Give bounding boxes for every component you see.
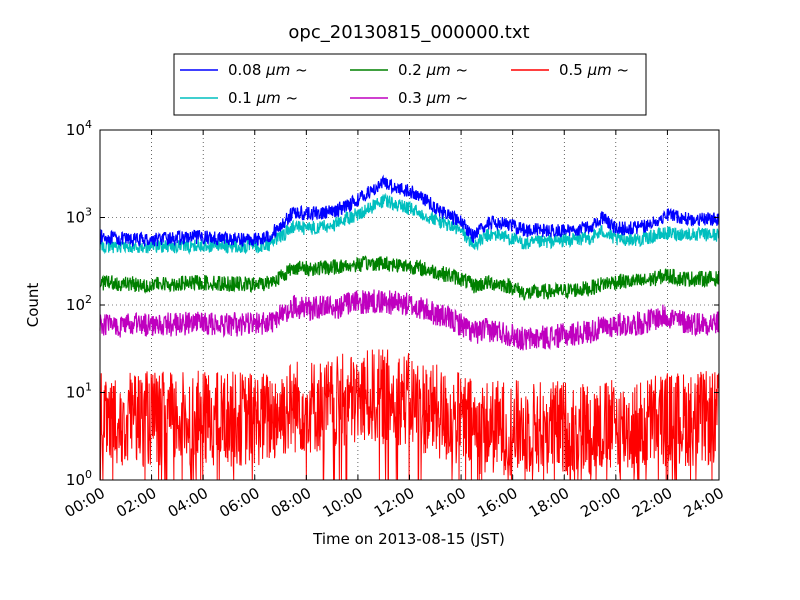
legend-label-0: 0.08 μm ~ <box>228 61 308 79</box>
x-tick-label-4: 08:00 <box>268 484 314 521</box>
chart-title: opc_20130815_000000.txt <box>288 22 529 43</box>
x-tick-label-10: 20:00 <box>577 484 623 521</box>
legend: 0.08 μm ~ 0.1 μm ~ 0.2 μm ~ 0.3 μm ~ 0.5 μm … <box>173 53 647 116</box>
y-tick-label-0: 100 <box>66 468 92 489</box>
legend-label-1: 0.1 μm ~ <box>228 89 298 107</box>
x-tick-label-9: 18:00 <box>526 484 572 521</box>
legend-label-4: 0.5 μm ~ <box>559 61 629 79</box>
legend-box <box>173 53 647 116</box>
y-tick-label-2: 102 <box>66 293 92 314</box>
y-tick-label-3: 103 <box>66 206 92 227</box>
x-tick-label-3: 06:00 <box>216 484 262 521</box>
x-tick-label-11: 22:00 <box>629 484 675 521</box>
y-tick-label-4: 104 <box>66 118 92 139</box>
x-tick-label-2: 04:00 <box>165 484 211 521</box>
x-axis-label: Time on 2013-08-15 (JST) <box>312 530 505 548</box>
x-tick-label-8: 16:00 <box>474 484 520 521</box>
y-tick-label-1: 101 <box>66 381 92 402</box>
series-line-0-5 <box>99 349 720 481</box>
x-tick-label-6: 12:00 <box>371 484 417 521</box>
x-tick-label-5: 10:00 <box>319 484 365 521</box>
series-line-0-08 <box>99 174 720 248</box>
x-tick-label-0: 00:00 <box>62 484 108 521</box>
series-layer <box>99 174 720 481</box>
series-line-0-1 <box>99 192 720 256</box>
series-line-0-2 <box>99 255 720 301</box>
series-line-0-3 <box>99 289 720 351</box>
legend-label-2: 0.2 μm ~ <box>398 61 468 79</box>
x-tick-label-1: 02:00 <box>113 484 159 521</box>
legend-label-3: 0.3 μm ~ <box>398 89 468 107</box>
y-axis-label: Count <box>24 283 42 328</box>
x-tick-label-12: 24:00 <box>681 484 727 521</box>
x-tick-label-7: 14:00 <box>423 484 469 521</box>
legend-items: 0.08 μm ~ 0.1 μm ~ 0.2 μm ~ 0.3 μm ~ 0.5 μm … <box>180 61 629 107</box>
